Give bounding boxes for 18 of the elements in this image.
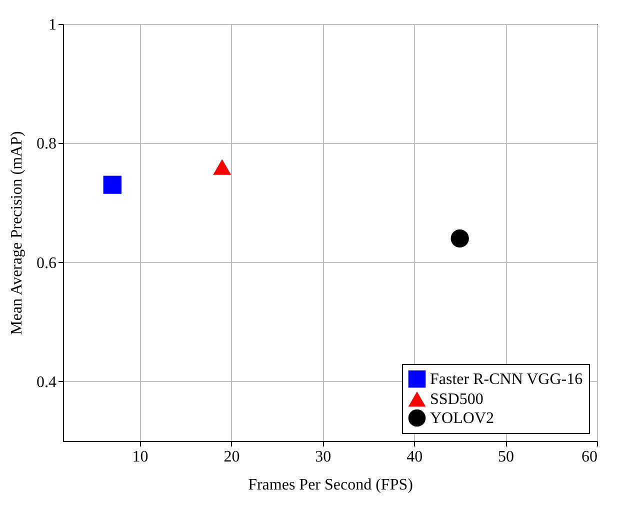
y-tick-label: 0.4 xyxy=(36,374,56,391)
x-tick-label: 50 xyxy=(498,448,514,466)
x-axis-title: Frames Per Second (FPS) xyxy=(248,476,413,494)
x-tick-label: 40 xyxy=(406,448,423,466)
point xyxy=(213,159,232,175)
x-tick-label: 10 xyxy=(132,448,148,466)
legend-label: Faster R-CNN VGG-16 xyxy=(430,371,583,388)
legend-label: SSD500 xyxy=(430,391,484,408)
legend-label: YOLOV2 xyxy=(430,410,494,427)
x-tick-label: 20 xyxy=(224,448,240,466)
point xyxy=(103,176,122,194)
y-tick-label: 1 xyxy=(48,16,56,34)
x-tick-label: 30 xyxy=(315,448,332,466)
x-tick-label: 60 xyxy=(582,448,598,466)
point xyxy=(450,229,469,248)
y-tick-label: 0.6 xyxy=(36,254,56,272)
y-tick-label: 0.8 xyxy=(36,136,56,153)
y-axis-title: Mean Average Precision (mAP) xyxy=(8,131,26,335)
